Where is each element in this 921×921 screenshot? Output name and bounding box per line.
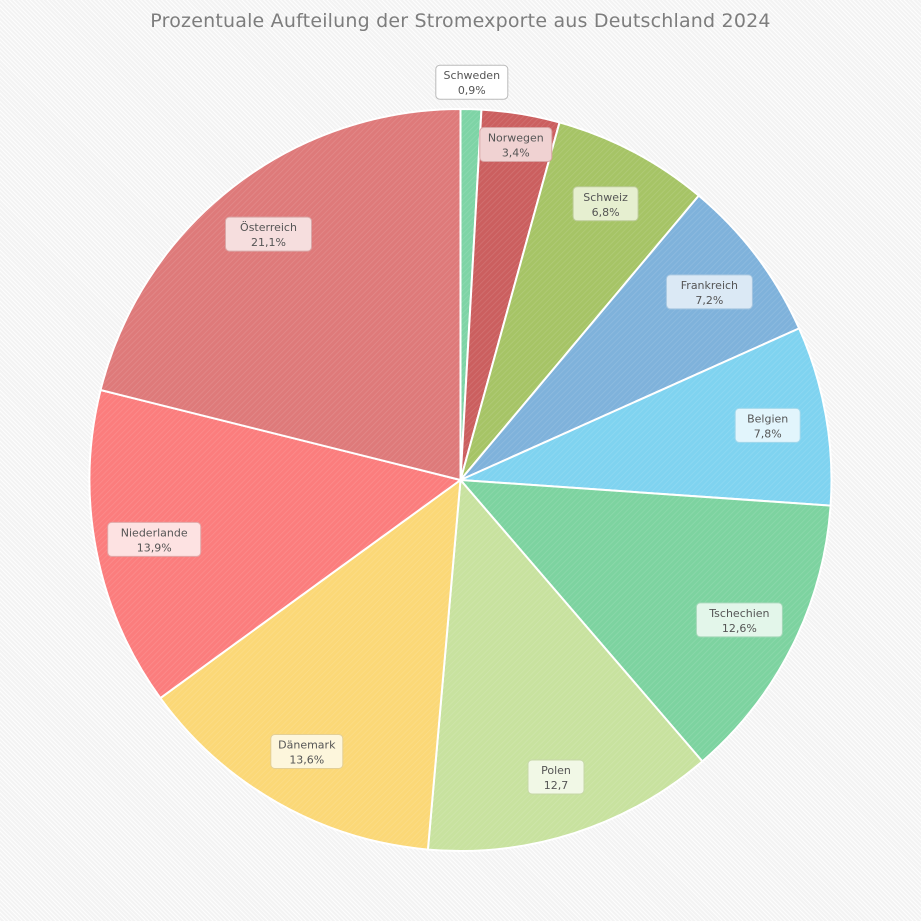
slice-label-value: 7,8% (754, 427, 782, 440)
slice-label-name: Schweiz (583, 191, 628, 204)
slice-label-name: Schweden (444, 69, 501, 82)
slice-label-value: 13,6% (289, 754, 324, 767)
pie-slices (88, 107, 833, 853)
slice-label-name: Norwegen (488, 132, 544, 145)
slice-label-danemark: Dänemark 13,6% (270, 734, 344, 769)
slice-label-schweden: Schweden 0,9% (435, 64, 509, 100)
slice-label-value: 12,7 (544, 779, 569, 792)
slice-label-value: 7,2% (695, 294, 723, 307)
slice-label-box (527, 759, 585, 795)
slice-label-name: Niederlande (121, 526, 188, 539)
slice-label-box (270, 734, 344, 769)
slice-label-box (225, 216, 312, 252)
slice-label-box (734, 407, 801, 443)
slice-label-name: Tschechien (708, 607, 769, 620)
chart-title: Prozentuale Aufteilung der Stromexporte … (150, 10, 771, 32)
slice-label-name: Österreich (240, 221, 297, 234)
slice-label-value: 13,9% (137, 541, 172, 554)
slice-label-frankreich: Frankreich 7,2% (665, 274, 753, 310)
slice-label-schweiz: Schweiz 6,8% (572, 186, 639, 222)
slice-label-polen: Polen 12,7 (527, 759, 585, 795)
slice-label-tschechien: Tschechien 12,6% (695, 602, 783, 638)
slice-label-name: Frankreich (681, 279, 738, 292)
slice-label-osterreich: Österreich 21,1% (225, 216, 312, 252)
slice-label-box (665, 274, 753, 310)
slice-label-box (479, 127, 553, 162)
slice-label-niederlande: Niederlande 13,9% (107, 521, 202, 557)
slice-label-value: 3,4% (502, 147, 530, 160)
slice-label-name: Polen (541, 764, 571, 777)
slice-label-box (435, 64, 509, 100)
slice-label-norwegen: Norwegen 3,4% (479, 127, 553, 162)
slice-label-name: Belgien (747, 412, 788, 425)
slice-label-value: 21,1% (251, 236, 286, 249)
slice-label-box (572, 186, 639, 222)
slice-label-value: 0,9% (458, 84, 486, 97)
slice-label-belgien: Belgien 7,8% (734, 407, 801, 443)
slice-labels: Schweden 0,9% Norwegen 3,4% Schweiz 6,8% Frank… (107, 64, 801, 795)
slice-label-box (107, 521, 202, 557)
slice-label-value: 12,6% (722, 622, 757, 635)
slice-label-name: Dänemark (278, 739, 336, 752)
slice-label-box (695, 602, 783, 638)
slice-label-value: 6,8% (592, 206, 620, 219)
